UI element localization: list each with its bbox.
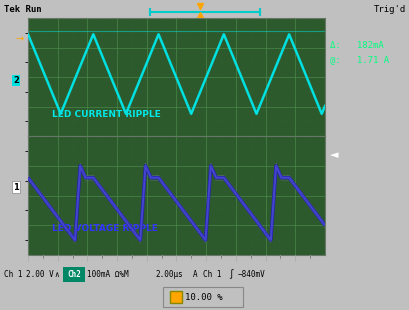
Bar bbox=[170, 291, 182, 303]
Text: Δ:   182mA: Δ: 182mA bbox=[329, 41, 383, 50]
Text: Trig'd: Trig'd bbox=[373, 5, 405, 14]
Bar bbox=[63, 267, 85, 282]
Text: Ch 1: Ch 1 bbox=[4, 270, 22, 279]
Text: 2.00 V: 2.00 V bbox=[26, 270, 54, 279]
Text: ∫: ∫ bbox=[227, 270, 233, 279]
Text: Tek Run: Tek Run bbox=[4, 5, 42, 14]
Text: −840mV: −840mV bbox=[237, 270, 265, 279]
Bar bbox=[163, 287, 243, 307]
Text: Ch2: Ch2 bbox=[67, 270, 81, 279]
Text: ◄: ◄ bbox=[329, 150, 338, 160]
Text: ∧: ∧ bbox=[54, 270, 58, 279]
Text: 2.00µs: 2.00µs bbox=[155, 270, 182, 279]
Text: 10.00 %: 10.00 % bbox=[184, 293, 222, 302]
Text: 1: 1 bbox=[13, 183, 19, 192]
Text: @:   1.71 A: @: 1.71 A bbox=[329, 55, 388, 64]
Text: Ch 1: Ch 1 bbox=[202, 270, 221, 279]
Text: 100mA Ω%M: 100mA Ω%M bbox=[87, 270, 128, 279]
Text: A: A bbox=[193, 270, 197, 279]
Text: LED VOLTAGE RIPPLE: LED VOLTAGE RIPPLE bbox=[52, 224, 157, 233]
Text: 2: 2 bbox=[13, 76, 19, 85]
Text: →: → bbox=[16, 34, 24, 44]
Text: LED CURRENT RIPPLE: LED CURRENT RIPPLE bbox=[52, 110, 160, 119]
